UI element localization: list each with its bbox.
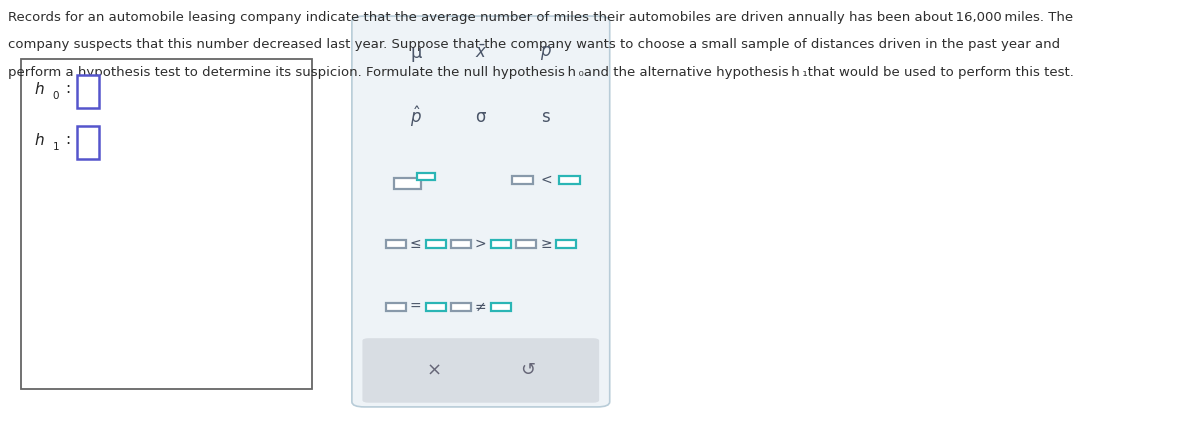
Text: >: > — [475, 237, 487, 251]
Text: ≥: ≥ — [540, 237, 552, 251]
FancyBboxPatch shape — [512, 176, 533, 184]
Text: $p$: $p$ — [540, 44, 552, 62]
Text: perform a hypothesis test to determine its suspicion. Formulate the null hypothe: perform a hypothesis test to determine i… — [8, 66, 1074, 79]
FancyBboxPatch shape — [77, 75, 100, 108]
Text: $\bar{x}$: $\bar{x}$ — [474, 44, 487, 62]
FancyBboxPatch shape — [77, 126, 100, 159]
Text: s: s — [541, 107, 551, 126]
Text: :: : — [66, 132, 71, 147]
FancyBboxPatch shape — [362, 338, 599, 403]
Text: ×: × — [427, 361, 442, 379]
Text: Records for an automobile leasing company indicate that the average number of mi: Records for an automobile leasing compan… — [8, 11, 1074, 24]
Text: company suspects that this number decreased last year. Suppose that the company : company suspects that this number decrea… — [8, 38, 1061, 51]
Text: $\hat{p}$: $\hat{p}$ — [409, 104, 421, 129]
FancyBboxPatch shape — [385, 240, 406, 248]
Text: μ: μ — [410, 44, 421, 62]
Text: $h$: $h$ — [34, 132, 44, 148]
FancyBboxPatch shape — [516, 240, 536, 248]
Text: ≠: ≠ — [475, 300, 487, 314]
Text: σ: σ — [475, 107, 486, 126]
FancyBboxPatch shape — [22, 59, 312, 389]
Text: =: = — [410, 300, 421, 314]
FancyBboxPatch shape — [451, 240, 470, 248]
FancyBboxPatch shape — [556, 240, 576, 248]
Text: ≤: ≤ — [410, 237, 421, 251]
FancyBboxPatch shape — [352, 16, 610, 407]
FancyBboxPatch shape — [558, 176, 580, 184]
FancyBboxPatch shape — [491, 240, 511, 248]
FancyBboxPatch shape — [451, 303, 470, 311]
FancyBboxPatch shape — [394, 178, 421, 189]
Text: :: : — [66, 81, 71, 96]
FancyBboxPatch shape — [426, 240, 446, 248]
Text: 1: 1 — [53, 142, 60, 152]
FancyBboxPatch shape — [418, 173, 436, 180]
FancyBboxPatch shape — [385, 303, 406, 311]
Text: $h$: $h$ — [34, 81, 44, 97]
FancyBboxPatch shape — [426, 303, 446, 311]
Text: 0: 0 — [53, 91, 59, 102]
Text: <: < — [540, 173, 552, 187]
FancyBboxPatch shape — [491, 303, 511, 311]
Text: ↺: ↺ — [520, 361, 535, 379]
